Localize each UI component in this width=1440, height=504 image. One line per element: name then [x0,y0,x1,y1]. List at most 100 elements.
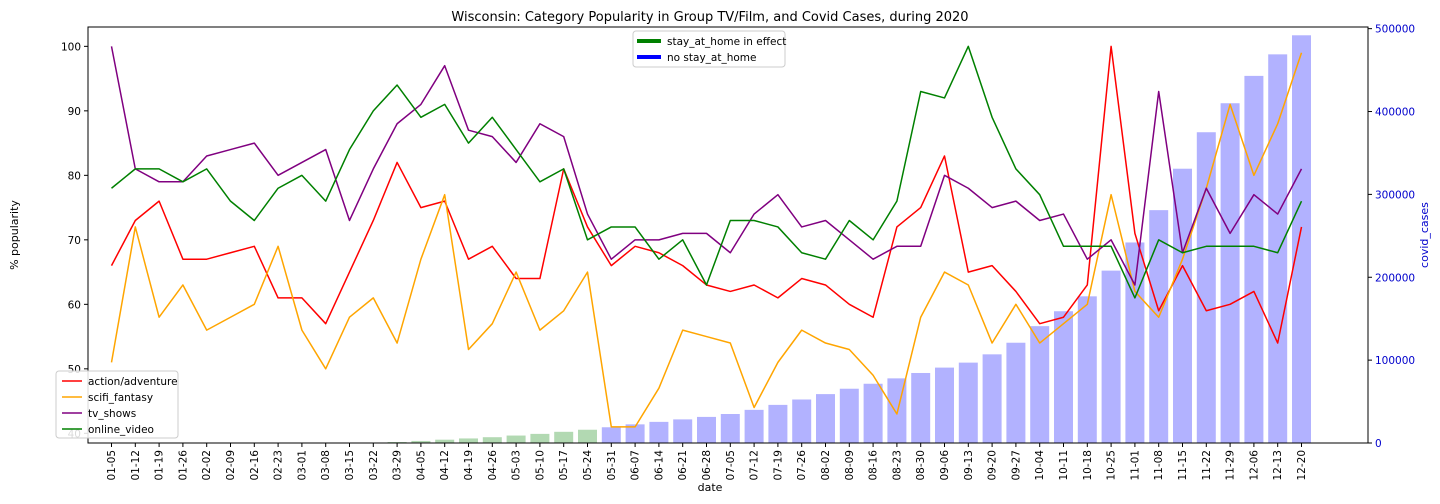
x-tick-label: 03-08 [320,450,332,481]
right-axis: 0 100000 200000 300000 400000 500000 [1368,24,1415,450]
x-tick-label: 03-01 [296,450,308,481]
x-tick-label: 02-23 [273,450,285,481]
y2-tick-label: 500000 [1375,24,1415,36]
legend-upper-center: stay_at_home in effect no stay_at_home [632,30,786,68]
series-line-action-adventure [110,45,1303,344]
x-tick-label: 08-02 [820,450,832,481]
legend-label: no stay_at_home [667,52,756,64]
x-tick-label: 12-06 [1248,450,1260,481]
y2-tick-label: 200000 [1375,272,1415,284]
x-tick-label: 12-20 [1296,450,1308,481]
x-tick-label: 11-22 [1201,450,1213,481]
x-tick-label: 04-05 [415,450,427,481]
x-tick-label: 11-01 [1129,450,1141,481]
covid-bar [459,438,478,443]
y-tick-label: 100 [61,41,81,53]
y2-tick-label: 300000 [1375,189,1415,201]
legend-lower-left: action/adventure scifi_fantasy tv_showsonl… [55,370,179,439]
x-tick-label: 03-29 [392,450,404,481]
x-tick-label: 11-08 [1153,450,1165,481]
x-tick-label: 03-15 [344,450,356,481]
legend-label: scifi_fantasy [88,392,153,404]
covid-bar [1077,296,1097,443]
x-tick-label: 05-10 [534,450,546,481]
x-tick-label: 10-04 [1034,450,1046,481]
x-tick-label: 07-12 [749,450,761,481]
x-tick-label: 02-16 [249,450,261,481]
covid-bar [1196,132,1216,444]
x-axis-label: date [698,481,723,494]
covid-bar [601,427,621,443]
chart-title: Wisconsin: Category Popularity in Group … [451,10,968,25]
legend-label: online_video [88,424,154,436]
x-tick-label: 02-09 [225,450,237,481]
covid-bar [625,424,645,443]
y-axis-label: % popularity [8,200,21,270]
y2-tick-label: 100000 [1375,355,1415,367]
x-tick-label: 08-09 [844,450,856,481]
y2-tick-label: 0 [1375,438,1382,450]
covid-bar [792,399,812,443]
x-tick-label: 06-07 [630,450,642,481]
x-tick-label: 11-15 [1177,450,1189,481]
legend-label: action/adventure [88,376,178,388]
legend-label: tv_shows [88,408,136,420]
covid-bar [1173,168,1192,443]
covid-bar [649,421,669,443]
covid-bar [1006,342,1026,443]
x-tick-label: 07-05 [725,450,737,481]
covid-bar [720,414,740,443]
y2-axis-label: covid_cases [1418,202,1431,268]
covid-bar [482,437,502,443]
x-tick-label: 07-19 [772,450,784,481]
x-tick-label: 09-13 [963,450,975,481]
covid-bar [1054,311,1073,443]
x-tick-label: 05-03 [511,450,523,481]
y-tick-label: 70 [68,235,81,247]
bars-layer [387,35,1311,444]
y2-tick-label: 400000 [1375,107,1415,119]
covid-bar [911,372,931,443]
x-tick-label: 06-21 [677,450,689,481]
covid-bar [816,394,835,443]
covid-bar [1292,35,1311,443]
legend-box [632,30,786,68]
y-tick-label: 60 [68,299,81,311]
covid-bar [1220,103,1240,444]
covid-bar [530,433,550,443]
x-tick-label: 05-24 [582,450,594,481]
covid-bar [1244,75,1264,443]
covid-bar [768,404,788,443]
legend-box [55,370,179,439]
covid-bar [578,429,597,443]
x-tick-label: 04-12 [439,450,451,481]
x-tick-label: 03-22 [368,450,380,481]
series-line-scifi-fantasy [110,52,1303,428]
covid-bar [554,431,574,443]
series-line-online-video [111,45,1303,299]
x-tick-label: 02-02 [201,450,213,481]
covid-bar [982,354,1002,443]
x-tick-label: 10-18 [1082,450,1094,481]
x-tick-label: 09-27 [1010,450,1022,481]
x-tick-label: 04-26 [487,450,499,481]
legend-label: stay_at_home in effect [667,36,786,48]
series-line-tv-shows [110,46,1303,286]
x-tick-label: 01-12 [130,450,142,481]
covid-bar [839,388,859,443]
plot-frame [87,26,1369,444]
x-tick-label: 05-31 [606,450,618,481]
x-tick-label: 05-17 [558,450,570,481]
covid-bar [744,409,764,443]
x-tick-label: 09-06 [939,450,951,481]
x-tick-label: 10-25 [1106,450,1118,481]
covid-bar [1030,326,1050,443]
x-tick-label: 01-05 [106,450,118,481]
x-tick-label: 08-16 [868,450,880,481]
covid-bar [697,416,716,443]
x-tick-label: 07-26 [796,450,808,481]
x-axis: 01-05 01-12 01-19 01-26 02-02 02-09 02-16 02-23… [106,443,1308,481]
y-tick-label: 80 [68,170,81,182]
x-tick-label: 01-19 [154,450,166,481]
